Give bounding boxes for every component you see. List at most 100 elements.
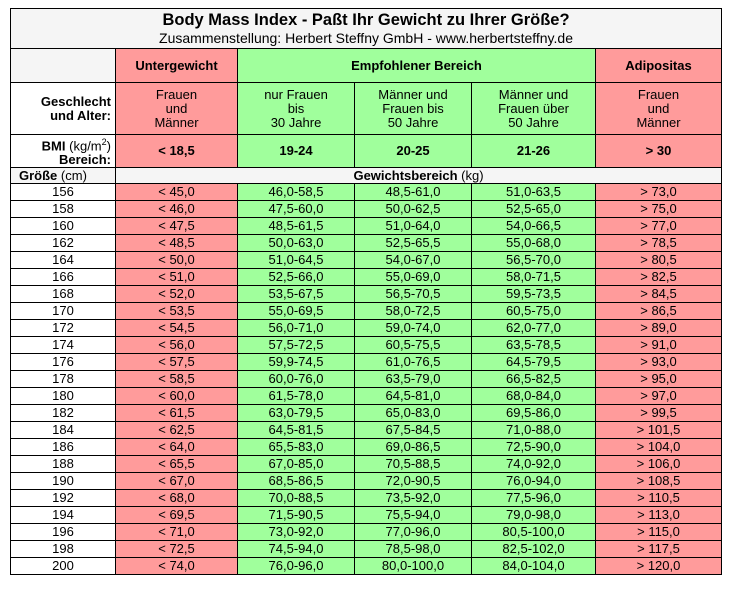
weight-range-under-50: 77,0-96,0 [354, 523, 472, 542]
group-line: und [165, 100, 188, 116]
weight-range-over-50: 56,5-70,0 [471, 251, 596, 270]
bmi-range-cell: < 18,5 [115, 133, 238, 169]
height-cell: 170 [10, 302, 116, 321]
weight-range-women-under-30: 55,0-69,5 [237, 302, 355, 321]
bmi-range-cell: 19-24 [237, 133, 355, 169]
underweight-cell: < 64,0 [115, 438, 238, 457]
table-row: 162 < 48,5 50,0-63,0 52,5-65,5 55,0-68,0 > 78… [10, 234, 723, 253]
height-cell: 178 [10, 370, 116, 389]
table-row: 190 < 67,0 68,5-86,5 72,0-90,5 76,0-94,0 > 10… [10, 472, 723, 491]
weight-range-over-50: 77,5-96,0 [471, 489, 596, 508]
height-cell: 192 [10, 489, 116, 508]
weight-range-over-50: 76,0-94,0 [471, 472, 596, 491]
weight-range-women-under-30: 65,5-83,0 [237, 438, 355, 457]
table-row: 188 < 65,5 67,0-85,0 70,5-88,5 74,0-92,0 > 10… [10, 455, 723, 474]
table-row: 164 < 50,0 51,0-64,5 54,0-67,0 56,5-70,0 > 80… [10, 251, 723, 270]
weight-range-over-50: 80,5-100,0 [471, 523, 596, 542]
weight-range-under-50: 72,0-90,5 [354, 472, 472, 491]
height-cell: 198 [10, 540, 116, 559]
sex-age-label: Geschlecht und Alter: [10, 82, 116, 135]
obese-cell: > 115,0 [594, 523, 723, 542]
table-row: 174 < 56,0 57,5-72,5 60,5-75,5 63,5-78,5 > 91… [10, 336, 723, 355]
table-row: 160 < 47,5 48,5-61,5 51,0-64,0 54,0-66,5 > 77… [10, 217, 723, 236]
group-line: Frauen über [498, 100, 569, 116]
underweight-cell: < 67,0 [115, 472, 238, 491]
weight-range-under-50: 54,0-67,0 [354, 251, 472, 270]
group-line: bis [287, 100, 305, 116]
group-line: Männer [636, 114, 681, 130]
bmi-unit-sup: 2 [101, 137, 107, 147]
sex-age-label-line2: und Alter: [50, 107, 111, 123]
height-cell: 184 [10, 421, 116, 440]
table-row: 192 < 68,0 70,0-88,5 73,5-92,0 77,5-96,0 > 11… [10, 489, 723, 508]
weight-range-under-50: 48,5-61,0 [354, 183, 472, 202]
weight-range-under-50: 51,0-64,0 [354, 217, 472, 236]
underweight-cell: < 56,0 [115, 336, 238, 355]
weight-range-over-50: 55,0-68,0 [471, 234, 596, 253]
weight-range-women-under-30: 47,5-60,0 [237, 200, 355, 219]
height-cell: 182 [10, 404, 116, 423]
weight-range-under-50: 67,5-84,5 [354, 421, 472, 440]
table-row: 184 < 62,5 64,5-81,5 67,5-84,5 71,0-88,0 > 10… [10, 421, 723, 440]
weight-range-over-50: 60,5-75,0 [471, 302, 596, 321]
obese-cell: > 75,0 [594, 200, 723, 219]
weight-range-under-50: 56,5-70,5 [354, 285, 472, 304]
underweight-cell: < 52,0 [115, 285, 238, 304]
obese-cell: > 78,5 [594, 234, 723, 253]
weight-range-women-under-30: 52,5-66,0 [237, 268, 355, 287]
obese-cell: > 77,0 [594, 217, 723, 236]
bmi-label: BMI (kg/m2) Bereich: [10, 133, 116, 169]
obese-cell: > 82,5 [594, 268, 723, 287]
bmi-range-cell: 20-25 [354, 133, 472, 169]
height-cell: 174 [10, 336, 116, 355]
height-cell: 162 [10, 234, 116, 253]
weight-range-women-under-30: 73,0-92,0 [237, 523, 355, 542]
group-line: 30 Jahre [270, 114, 322, 130]
obese-cell: > 99,5 [594, 404, 723, 423]
weight-range-under-50: 70,5-88,5 [354, 455, 472, 474]
weight-range-over-50: 51,0-63,5 [471, 183, 596, 202]
height-label: Größe [19, 167, 58, 183]
underweight-cell: < 60,0 [115, 387, 238, 406]
weight-range-women-under-30: 53,5-67,5 [237, 285, 355, 304]
weight-range-under-50: 55,0-69,0 [354, 268, 472, 287]
bmi-table: Body Mass Index - Paßt Ihr Gewicht zu Ih… [9, 8, 723, 576]
group-line: nur Frauen [264, 86, 328, 102]
height-cell: 186 [10, 438, 116, 457]
weight-range-over-50: 63,5-78,5 [471, 336, 596, 355]
height-cell: 190 [10, 472, 116, 491]
weight-range-unit: (kg) [461, 167, 484, 183]
bmi-unit-close: ) [106, 138, 111, 154]
obese-cell: > 117,5 [594, 540, 723, 559]
underweight-cell: < 72,5 [115, 540, 238, 559]
underweight-cell: < 45,0 [115, 183, 238, 202]
weight-range-women-under-30: 64,5-81,5 [237, 421, 355, 440]
underweight-cell: < 48,5 [115, 234, 238, 253]
weight-range-label: Gewichtsbereich [353, 167, 458, 183]
weight-range-over-50: 66,5-82,5 [471, 370, 596, 389]
height-cell: 188 [10, 455, 116, 474]
weight-range-under-50: 52,5-65,5 [354, 234, 472, 253]
height-cell: 168 [10, 285, 116, 304]
underweight-cell: < 58,5 [115, 370, 238, 389]
weight-range-under-50: 73,5-92,0 [354, 489, 472, 508]
table-row: 166 < 51,0 52,5-66,0 55,0-69,0 58,0-71,5 > 82… [10, 268, 723, 287]
underweight-cell: < 68,0 [115, 489, 238, 508]
obese-cell: > 104,0 [594, 438, 723, 457]
obese-cell: > 73,0 [594, 183, 723, 202]
obese-cell: > 113,0 [594, 506, 723, 525]
table-row: 198 < 72,5 74,5-94,0 78,5-98,0 82,5-102,0 > 1… [10, 540, 723, 559]
weight-range-women-under-30: 74,5-94,0 [237, 540, 355, 559]
underweight-cell: < 71,0 [115, 523, 238, 542]
weight-range-under-50: 50,0-62,5 [354, 200, 472, 219]
group-cell: Frauen und Männer [115, 82, 238, 135]
underweight-cell: < 74,0 [115, 557, 238, 576]
weight-range-over-50: 82,5-102,0 [471, 540, 596, 559]
sex-age-label-line1: Geschlecht [40, 93, 111, 109]
group-line: Frauen [155, 86, 198, 102]
height-cell: 196 [10, 523, 116, 542]
weight-range-under-50: 65,0-83,0 [354, 404, 472, 423]
weight-range-women-under-30: 70,0-88,5 [237, 489, 355, 508]
height-unit: (cm) [60, 167, 87, 183]
table-row: 186 < 64,0 65,5-83,0 69,0-86,5 72,5-90,0 > 10… [10, 438, 723, 457]
